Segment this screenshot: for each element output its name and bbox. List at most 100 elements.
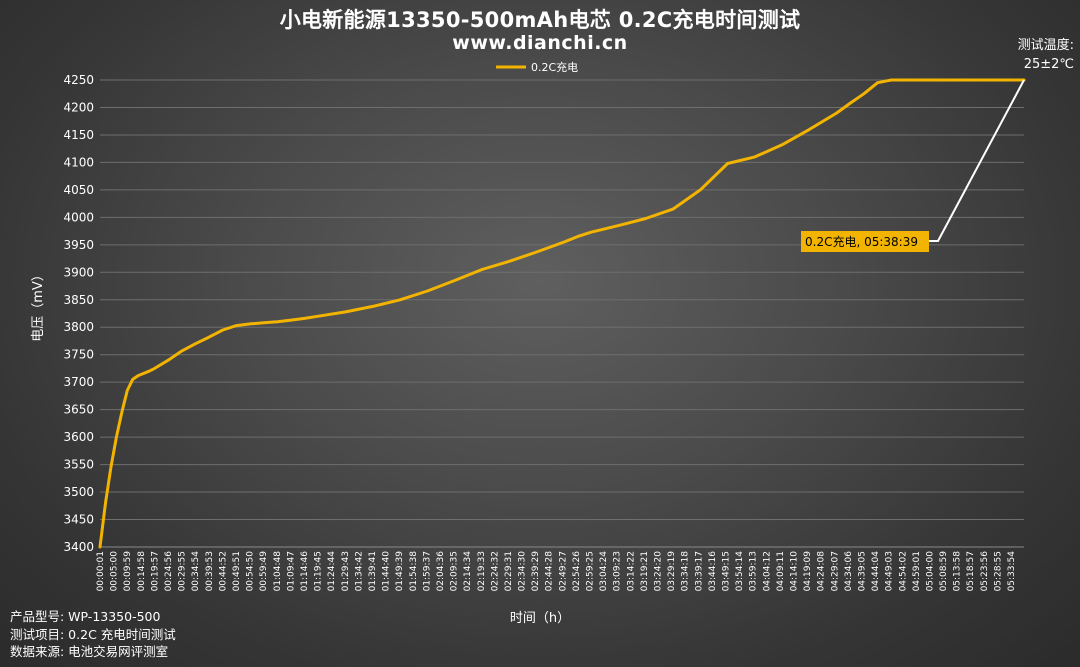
test-temperature-value: 25±2℃ xyxy=(1023,57,1074,72)
y-tick-label: 3650 xyxy=(63,403,94,417)
x-tick-label: 02:09:35 xyxy=(450,551,460,591)
x-tick-label: 01:59:37 xyxy=(422,551,432,591)
chart-subtitle: www.dianchi.cn xyxy=(452,32,628,54)
y-tick-label: 4200 xyxy=(63,100,94,114)
x-tick-label: 02:34:30 xyxy=(518,551,528,592)
x-tick-label: 05:28:55 xyxy=(993,551,1003,591)
y-tick-label: 3500 xyxy=(63,485,94,499)
x-tick-label: 05:23:56 xyxy=(980,551,990,592)
x-tick-label: 03:19:21 xyxy=(640,551,650,591)
x-tick-label: 01:09:47 xyxy=(286,551,296,591)
x-tick-label: 02:14:34 xyxy=(463,551,473,592)
x-tick-label: 03:09:23 xyxy=(613,551,623,591)
test-temperature-note: 测试温度: 25±2℃ xyxy=(994,36,1074,74)
x-tick-label: 03:44:16 xyxy=(708,551,718,592)
x-tick-label: 04:49:03 xyxy=(885,551,895,591)
x-tick-label: 03:54:14 xyxy=(735,551,745,592)
y-tick-label: 4100 xyxy=(63,155,94,169)
y-axis-label: 电压（mV） xyxy=(31,268,46,342)
x-tick-label: 00:49:51 xyxy=(232,551,242,591)
x-tick-label: 04:34:06 xyxy=(844,551,854,592)
x-tick-label: 00:54:50 xyxy=(246,551,256,592)
x-tick-label: 01:04:48 xyxy=(273,551,283,592)
x-tick-label: 01:29:43 xyxy=(341,551,351,591)
x-tick-label: 04:19:09 xyxy=(803,551,813,592)
y-axis-ticks: 3400 3450 3500 3550 3600 3650 3700 3750 3800 3850… xyxy=(63,73,94,554)
x-tick-label: 01:39:41 xyxy=(368,551,378,591)
y-tick-label: 3600 xyxy=(63,430,94,444)
x-tick-label: 04:24:08 xyxy=(817,551,827,592)
x-tick-label: 03:04:24 xyxy=(599,551,609,592)
x-tick-label: 01:34:42 xyxy=(354,551,364,591)
x-tick-label: 04:39:05 xyxy=(857,551,867,591)
x-tick-label: 04:59:01 xyxy=(912,551,922,591)
callout-leader-line xyxy=(929,79,1025,242)
y-tick-label: 3950 xyxy=(63,238,94,252)
x-tick-label: 04:54:02 xyxy=(898,551,908,591)
callout-box xyxy=(801,231,929,252)
x-tick-label: 02:54:26 xyxy=(572,551,582,592)
x-tick-label: 00:00:01 xyxy=(96,551,106,591)
y-tick-label: 3850 xyxy=(63,293,94,307)
y-tick-label: 3900 xyxy=(63,265,94,279)
x-tick-label: 05:04:00 xyxy=(925,551,935,592)
x-tick-label: 00:39:53 xyxy=(205,551,215,591)
y-tick-label: 3400 xyxy=(63,540,94,554)
x-tick-label: 03:14:22 xyxy=(626,551,636,591)
y-tick-label: 4000 xyxy=(63,210,94,224)
x-tick-label: 03:59:13 xyxy=(749,551,759,591)
x-tick-label: 00:34:54 xyxy=(191,551,201,592)
test-temperature-label: 测试温度: xyxy=(1017,38,1074,53)
x-tick-label: 04:29:07 xyxy=(830,551,840,591)
chart-title: 小电新能源13350-500mAh电芯 0.2C充电时间测试 xyxy=(279,8,801,32)
x-tick-label: 03:34:18 xyxy=(681,551,691,592)
x-tick-label: 02:24:32 xyxy=(490,551,500,591)
x-tick-label: 04:04:12 xyxy=(762,551,772,591)
x-tick-label: 02:59:25 xyxy=(586,551,596,591)
x-tick-label: 05:13:58 xyxy=(953,551,963,592)
x-tick-label: 02:29:31 xyxy=(504,551,514,591)
x-tick-label: 02:49:27 xyxy=(558,551,568,591)
x-tick-label: 03:24:20 xyxy=(654,551,664,592)
x-axis-label: 时间（h） xyxy=(510,611,570,626)
x-tick-label: 00:09:59 xyxy=(123,551,133,592)
grid-lines xyxy=(100,79,1024,548)
x-tick-label: 01:14:46 xyxy=(300,551,310,592)
y-tick-label: 3750 xyxy=(63,348,94,362)
y-tick-label: 3450 xyxy=(63,513,94,527)
x-tick-label: 02:39:29 xyxy=(531,551,541,592)
y-tick-label: 3700 xyxy=(63,375,94,389)
series-line-0.2c-charge xyxy=(98,78,1026,549)
x-tick-label: 03:39:17 xyxy=(694,551,704,591)
footer-data-source: 数据来源: 电池交易网评测室 xyxy=(10,644,169,659)
y-tick-label: 4250 xyxy=(63,73,94,87)
footer-model: 产品型号: WP-13350-500 xyxy=(10,609,161,624)
x-tick-label: 05:18:57 xyxy=(966,551,976,591)
x-tick-label: 05:33:54 xyxy=(1007,551,1017,592)
x-tick-label: 04:14:10 xyxy=(789,551,799,592)
callout-label: 0.2C充电, 05:38:39 xyxy=(805,234,918,249)
footer-test-item: 测试项目: 0.2C 充电时间测试 xyxy=(10,626,176,642)
x-tick-label: 05:08:59 xyxy=(939,551,949,592)
x-tick-label: 01:24:44 xyxy=(327,551,337,592)
x-tick-label: 02:19:33 xyxy=(477,551,487,591)
x-tick-label: 04:09:11 xyxy=(776,551,786,591)
x-tick-label: 02:04:36 xyxy=(436,551,446,592)
x-tick-label: 00:05:00 xyxy=(110,551,120,592)
x-axis-ticks: 00:00:01 00:05:00 00:09:59 00:14:58 00:19:57… xyxy=(96,551,1017,592)
x-tick-label: 00:19:57 xyxy=(150,551,160,591)
x-tick-label: 01:54:38 xyxy=(409,551,419,592)
x-tick-label: 00:59:49 xyxy=(259,551,269,592)
data-callout: 0.2C充电, 05:38:39 xyxy=(801,79,1025,252)
y-tick-label: 4050 xyxy=(63,183,94,197)
x-tick-label: 00:24:56 xyxy=(164,551,174,592)
y-tick-label: 3800 xyxy=(63,320,94,334)
x-tick-label: 03:49:15 xyxy=(722,551,732,591)
y-tick-label: 3550 xyxy=(63,458,94,472)
x-tick-label: 03:29:19 xyxy=(667,551,677,592)
x-tick-label: 01:19:45 xyxy=(314,551,324,591)
x-tick-label: 00:29:55 xyxy=(178,551,188,591)
x-tick-label: 01:49:39 xyxy=(395,551,405,592)
x-tick-label: 04:44:04 xyxy=(871,551,881,592)
